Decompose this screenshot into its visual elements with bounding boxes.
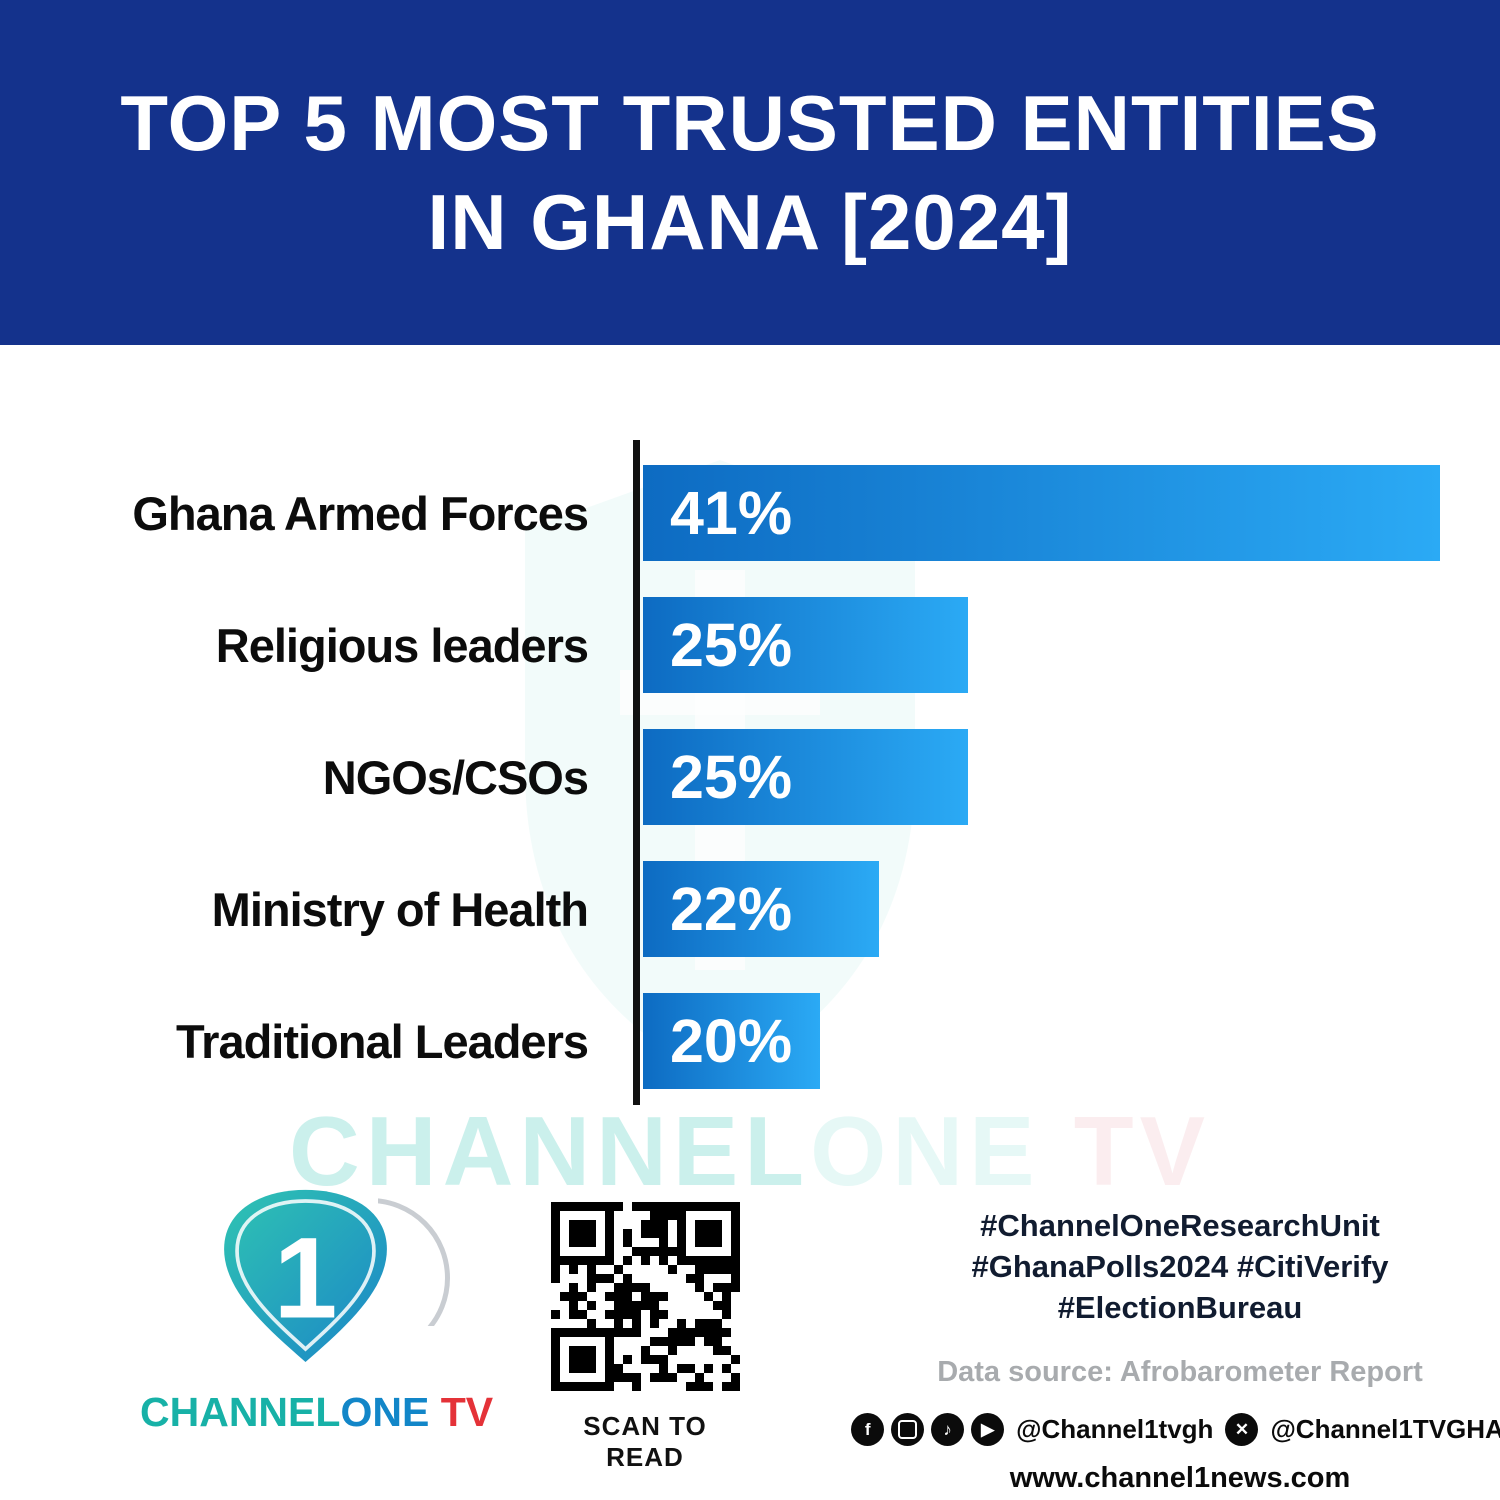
bar-value-label: 22% [670, 875, 793, 943]
header-banner: TOP 5 MOST TRUSTED ENTITIES IN GHANA [20… [0, 0, 1500, 345]
data-source: Data source: Afrobarometer Report [937, 1356, 1423, 1388]
title-line-2: IN GHANA [2024] [427, 177, 1073, 266]
chart-row: NGOs/CSOs 25% [0, 729, 1500, 825]
brand-channel: CHANNEL [140, 1389, 341, 1435]
category-label: Ghana Armed Forces [132, 486, 589, 540]
channel-watermark-text: CHANNELONE TV [0, 1095, 1500, 1208]
watermark-part2: ONE [810, 1096, 1041, 1206]
brand-one: ONE [340, 1389, 430, 1435]
facebook-icon: f [851, 1413, 885, 1446]
brand-wordmark: CHANNELONE TV [140, 1389, 493, 1436]
hashtag-line-3: #ElectionBureau [1057, 1290, 1303, 1325]
social-column: #ChannelOneResearchUnit #GhanaPolls2024 … [851, 1205, 1500, 1495]
watermark-part1: CHANNEL [289, 1096, 811, 1206]
bar-value-label: 41% [670, 479, 793, 547]
chart-row: Ministry of Health 22% [0, 861, 1500, 957]
watermark-part3: TV [1040, 1096, 1211, 1206]
channel-one-logo: 1 CHANNELONE TV [140, 1180, 493, 1436]
social-handles: f ♪ ▶ @Channel1tvgh ✕ @Channel1TVGHA [851, 1413, 1500, 1446]
bar: 20% [643, 993, 820, 1089]
chart-axis-line [633, 440, 640, 1105]
hashtag-line-1: #ChannelOneResearchUnit [980, 1208, 1380, 1243]
instagram-icon [891, 1413, 925, 1446]
bar-value-label: 20% [670, 1007, 793, 1075]
chart-rows: Ghana Armed Forces 41% Religious leaders 25… [0, 465, 1500, 1125]
title-line-1: TOP 5 MOST TRUSTED ENTITIES [120, 79, 1380, 168]
bar-chart: Ghana Armed Forces 41% Religious leaders 25… [0, 440, 1500, 1130]
chart-row: Traditional Leaders 20% [0, 993, 1500, 1089]
bar-value-label: 25% [670, 611, 793, 679]
category-label: Traditional Leaders [176, 1014, 589, 1068]
category-label: Religious leaders [215, 618, 589, 672]
website: www.channel1news.com [1009, 1462, 1351, 1494]
bar-value-label: 25% [670, 743, 793, 811]
youtube-icon: ▶ [971, 1413, 1005, 1446]
tiktok-icon: ♪ [931, 1413, 965, 1446]
qr-caption: SCAN TO READ [583, 1411, 707, 1472]
chart-row: Ghana Armed Forces 41% [0, 465, 1500, 561]
bar: 25% [643, 729, 968, 825]
bar: 22% [643, 861, 879, 957]
hashtags: #ChannelOneResearchUnit #GhanaPolls2024 … [890, 1205, 1470, 1328]
handle-x: @Channel1TVGHA [1270, 1414, 1500, 1444]
page-title: TOP 5 MOST TRUSTED ENTITIES IN GHANA [20… [120, 74, 1379, 271]
x-icon: ✕ [1225, 1413, 1259, 1446]
logo-numeral: 1 [274, 1215, 338, 1343]
bar: 41% [643, 465, 1440, 561]
brand-tv: TV [429, 1389, 494, 1435]
qr-block: SCAN TO READ [545, 1202, 745, 1473]
hashtag-line-2: #GhanaPolls2024 #CitiVerify [971, 1249, 1389, 1284]
handle-main: @Channel1tvgh [1016, 1414, 1214, 1444]
category-label: NGOs/CSOs [322, 750, 589, 804]
logo-mark: 1 [205, 1180, 450, 1375]
qr-code [550, 1202, 740, 1391]
chart-row: Religious leaders 25% [0, 597, 1500, 693]
bar: 25% [643, 597, 968, 693]
channel-one-pick-icon: 1 [224, 1189, 387, 1362]
category-label: Ministry of Health [211, 882, 589, 936]
